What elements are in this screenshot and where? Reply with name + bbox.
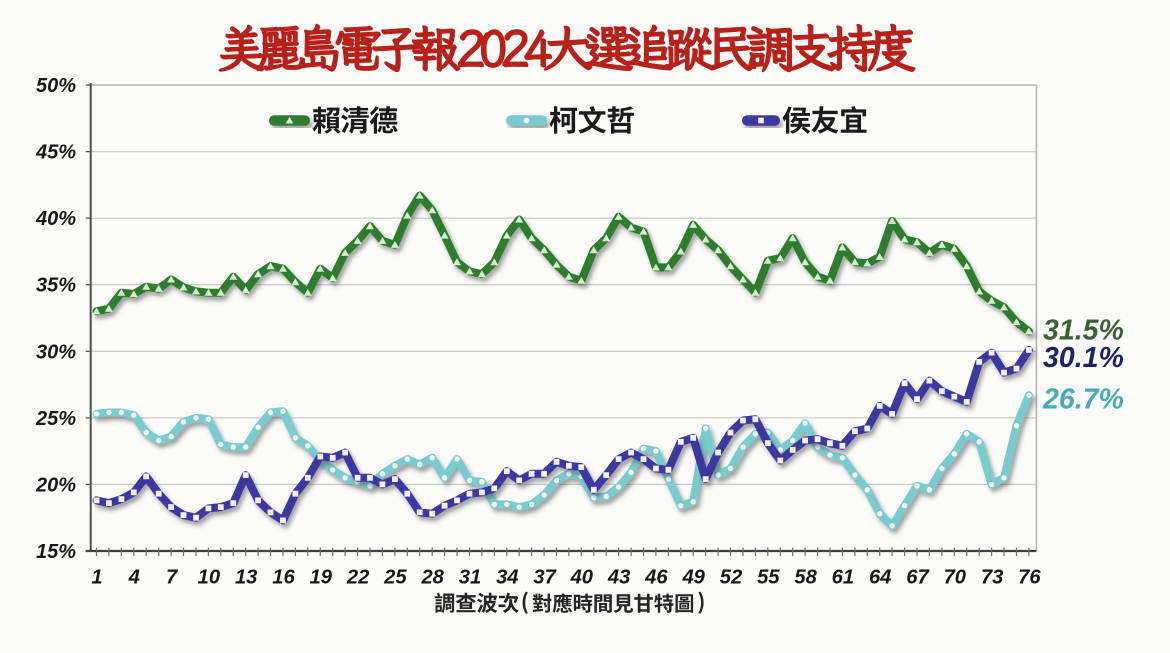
svg-text:31.5%: 31.5% [1043,315,1124,347]
svg-text:70: 70 [944,567,967,589]
svg-text:35%: 35% [36,275,76,297]
svg-text:50%: 50% [36,75,76,97]
svg-text:52: 52 [720,567,743,589]
svg-text:28: 28 [420,567,444,589]
svg-text:22: 22 [346,567,370,589]
svg-text:37: 37 [533,567,557,589]
svg-text:40: 40 [570,567,594,589]
svg-text:30.1%: 30.1% [1043,342,1124,374]
svg-text:25%: 25% [35,408,76,430]
svg-text:61: 61 [832,567,854,589]
svg-text:25: 25 [383,567,407,589]
svg-text:40%: 40% [35,208,76,230]
svg-text:55: 55 [757,567,780,589]
svg-text:19: 19 [310,567,333,589]
svg-text:1: 1 [91,567,102,589]
svg-text:46: 46 [644,567,668,589]
svg-text:4: 4 [128,567,140,589]
svg-text:15%: 15% [36,541,76,563]
svg-text:67: 67 [906,567,930,589]
svg-text:26.7%: 26.7% [1042,384,1124,416]
svg-text:43: 43 [607,567,630,589]
svg-text:76: 76 [1018,567,1041,589]
svg-text:73: 73 [981,567,1003,589]
svg-text:7: 7 [166,567,179,589]
svg-text:20%: 20% [35,474,76,496]
svg-text:30%: 30% [36,341,76,363]
svg-text:34: 34 [496,567,518,589]
svg-text:45%: 45% [35,142,76,164]
svg-text:10: 10 [198,567,221,589]
svg-text:31: 31 [459,567,481,589]
svg-text:16: 16 [272,567,295,589]
svg-text:13: 13 [235,567,257,589]
svg-text:58: 58 [794,567,817,589]
svg-text:49: 49 [681,567,705,589]
svg-text:64: 64 [869,567,891,589]
